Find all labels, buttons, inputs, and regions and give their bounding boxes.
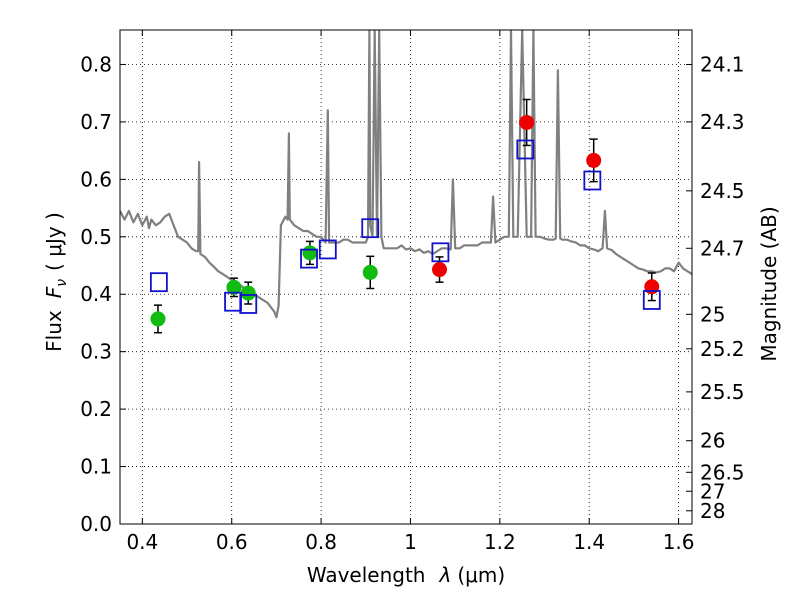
model-flux-square [361, 218, 380, 239]
x-tick-label: 0.4 [126, 530, 158, 554]
observed-flux-point [586, 152, 602, 168]
x-tick-label: 1.2 [484, 530, 516, 554]
x-tick-label: 0.8 [305, 530, 337, 554]
y2-tick-label: 24.5 [700, 179, 745, 203]
x-axis-label: Wavelength λ (μm) [307, 563, 505, 587]
y-tick-label: 0.1 [80, 455, 112, 479]
y2-tick-label: 24.1 [700, 52, 745, 76]
y2-tick-label: 24.7 [700, 236, 745, 260]
model-flux-square [149, 272, 168, 293]
model-flux-square [516, 139, 535, 160]
plot-area [120, 30, 692, 334]
y-tick-label: 0.8 [80, 52, 112, 76]
y2-tick-label: 28 [700, 499, 725, 523]
right-axis-label: Magnitude (AB) [757, 206, 781, 361]
model-flux-square [431, 242, 450, 263]
y-tick-label: 0.2 [80, 397, 112, 421]
y2-tick-label: 24.3 [700, 110, 745, 134]
x-tick-label: 0.6 [216, 530, 248, 554]
plot-frame [119, 29, 693, 525]
y-tick-label: 0.0 [80, 512, 112, 536]
model-spectrum-line [120, 30, 692, 319]
y2-tick-label: 25.5 [700, 380, 745, 404]
observed-flux-point [150, 311, 166, 327]
y-tick-label: 0.6 [80, 167, 112, 191]
axis-ticks: 0.4 0.6 0.8 1 1.2 1.4 1.6 0.0 0.1 0.2 0.3 0.4 0.5 0.6… [80, 30, 745, 554]
model-flux-square [318, 239, 337, 260]
observed-flux-point [362, 264, 378, 280]
model-flux-square [583, 170, 602, 191]
y2-tick-label: 26.5 [700, 460, 745, 484]
y-tick-label: 0.5 [80, 225, 112, 249]
photometry-markers [149, 98, 661, 334]
x-tick-label: 1 [404, 530, 417, 554]
observed-flux-point [240, 285, 256, 301]
model-flux-square [300, 248, 318, 269]
y2-tick-label: 25 [700, 302, 725, 326]
observed-flux-point [432, 262, 448, 278]
model-flux-square [239, 294, 258, 314]
y-axis-label: FluxFν( μJy ) [42, 212, 70, 352]
observed-flux-point [644, 279, 660, 295]
y2-tick-label: 25.2 [700, 337, 745, 361]
y-tick-label: 0.7 [80, 110, 112, 134]
x-tick-label: 1.6 [663, 530, 695, 554]
y2-tick-label: 27 [700, 479, 725, 503]
observed-flux-point [519, 114, 535, 130]
model-flux-square [224, 291, 242, 312]
observed-flux-point [226, 279, 242, 295]
y2-tick-label: 26 [700, 429, 725, 453]
y-tick-label: 0.3 [80, 340, 112, 364]
x-tick-label: 1.4 [573, 530, 605, 554]
y-tick-label: 0.4 [80, 282, 112, 306]
grid [120, 30, 692, 525]
model-flux-square [642, 290, 661, 310]
observed-flux-point [302, 245, 318, 261]
